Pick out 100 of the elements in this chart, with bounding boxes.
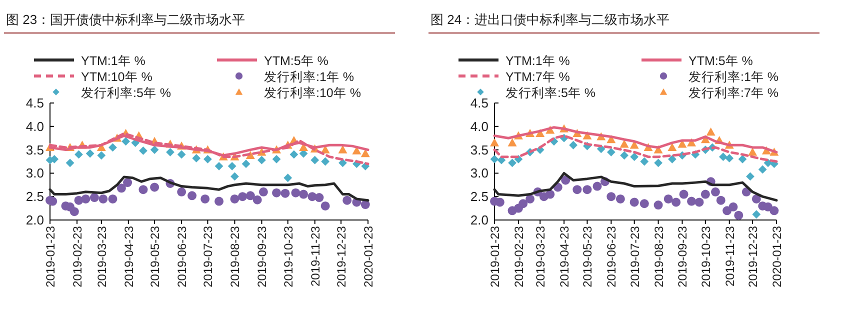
point xyxy=(98,194,108,204)
point xyxy=(752,210,761,219)
legend-label: 发行利率:1年 % xyxy=(688,69,779,84)
point xyxy=(81,194,90,204)
point xyxy=(679,190,688,199)
point xyxy=(320,201,330,210)
point xyxy=(150,146,159,154)
x-tick-label: 2019-08-23 xyxy=(652,226,666,288)
point xyxy=(70,207,79,216)
point xyxy=(687,196,696,206)
point xyxy=(630,152,639,162)
point xyxy=(258,187,268,196)
point xyxy=(620,151,628,160)
point xyxy=(310,156,320,164)
point xyxy=(518,199,528,208)
point xyxy=(716,196,726,205)
y-tick-label: 4.0 xyxy=(26,118,44,134)
legend-label: YTM:5年 % xyxy=(688,54,753,68)
y-tick-label: 3.5 xyxy=(470,142,488,158)
point xyxy=(122,137,130,146)
x-tick-label: 2019-08-23 xyxy=(228,226,242,288)
point xyxy=(672,198,681,207)
point xyxy=(66,158,74,168)
x-tick-label: 2019-01-23 xyxy=(44,226,58,288)
line-series xyxy=(493,172,778,202)
x-tick-label: 2019-01-23 xyxy=(488,226,502,288)
x-tick-label: 2020-01-23 xyxy=(770,226,784,288)
point xyxy=(752,194,761,204)
x-tick-label: 2019-06-23 xyxy=(175,226,190,288)
point xyxy=(192,154,201,162)
point xyxy=(74,150,83,159)
point xyxy=(770,206,779,216)
x-tick-label: 2019-05-23 xyxy=(148,226,162,288)
point xyxy=(748,148,758,156)
point xyxy=(668,154,676,164)
point xyxy=(230,194,240,204)
point xyxy=(116,184,126,193)
y-tick-label: 4.0 xyxy=(470,118,488,134)
x-tick-label: 2019-07-23 xyxy=(628,226,642,288)
point xyxy=(177,187,186,196)
point xyxy=(582,185,592,194)
point xyxy=(710,187,720,196)
point xyxy=(734,210,744,220)
point xyxy=(490,154,499,164)
y-tick-label: 3.0 xyxy=(26,166,44,181)
point xyxy=(203,154,212,164)
legend-label: 发行利率:7年 % xyxy=(688,85,779,100)
point xyxy=(272,188,282,198)
point xyxy=(360,149,370,158)
point xyxy=(139,146,148,155)
point xyxy=(508,138,517,146)
point xyxy=(546,190,555,199)
y-tick-label: 2.0 xyxy=(26,212,44,228)
point xyxy=(640,157,649,166)
x-tick-label: 2020-01-23 xyxy=(362,226,376,288)
x-tick-label: 2019-02-23 xyxy=(512,226,526,288)
point xyxy=(138,185,148,194)
point xyxy=(616,194,625,204)
point xyxy=(706,128,716,136)
x-tick-label: 2019-07-23 xyxy=(201,226,216,288)
point xyxy=(291,188,300,198)
point xyxy=(700,190,710,199)
legend-label: YTM:1年 % xyxy=(81,54,146,68)
y-tick-label: 4.5 xyxy=(26,96,44,110)
y-tick-label: 3.0 xyxy=(470,166,488,181)
x-tick-label: 2019-11-23 xyxy=(722,226,737,286)
point xyxy=(228,162,236,170)
y-tick-label: 4.5 xyxy=(470,96,488,110)
point xyxy=(640,199,649,208)
x-tick-label: 2019-05-23 xyxy=(580,226,595,288)
point xyxy=(290,150,298,159)
x-tick-label: 2019-10-23 xyxy=(698,226,713,288)
point xyxy=(526,194,535,204)
point xyxy=(177,150,186,159)
point xyxy=(758,165,767,174)
point xyxy=(284,174,292,182)
point xyxy=(166,148,174,156)
point xyxy=(725,154,734,162)
point xyxy=(718,152,728,162)
legend-label: YTM:5年 % xyxy=(264,54,328,68)
point xyxy=(108,143,117,152)
point xyxy=(694,198,704,207)
point xyxy=(728,202,738,212)
point xyxy=(314,193,324,202)
point xyxy=(272,154,281,164)
legend-label: YTM:1年 % xyxy=(506,54,570,68)
point xyxy=(606,192,616,202)
point xyxy=(123,178,132,188)
point xyxy=(490,138,499,146)
x-tick-label: 2019-12-23 xyxy=(746,226,760,288)
point xyxy=(150,182,160,192)
point xyxy=(654,200,663,210)
x-tick-label: 2019-04-23 xyxy=(558,226,572,288)
x-tick-label: 2019-03-23 xyxy=(94,226,109,288)
x-tick-label: 2019-09-23 xyxy=(255,226,270,288)
legend-label: YTM:7年 % xyxy=(506,70,570,84)
point xyxy=(280,188,290,198)
x-tick-label: 2019-06-23 xyxy=(604,226,619,288)
point xyxy=(108,194,118,204)
legend-label: 发行利率:5年 % xyxy=(81,85,172,100)
